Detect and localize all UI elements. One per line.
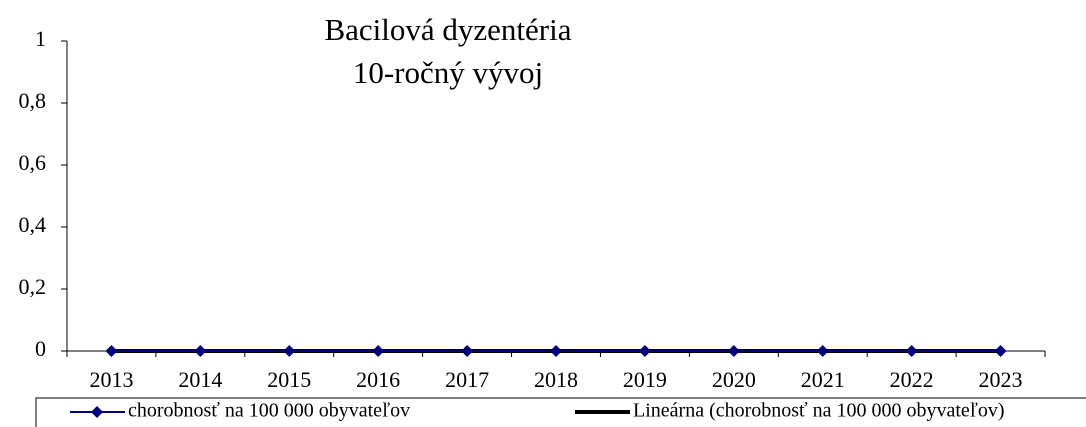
legend-label: chorobnosť na 100 000 obyvateľov xyxy=(128,400,410,422)
y-tick-label: 0,4 xyxy=(19,212,47,237)
x-tick-label: 2020 xyxy=(712,367,756,392)
x-tick-label: 2015 xyxy=(267,367,311,392)
point-marker xyxy=(283,345,296,357)
x-tick-label: 2017 xyxy=(445,367,489,392)
x-tick-label: 2021 xyxy=(801,367,845,392)
legend-frame xyxy=(35,397,1086,427)
x-tick-label: 2023 xyxy=(979,367,1023,392)
point-marker xyxy=(727,345,740,357)
y-tick-label: 0,6 xyxy=(19,150,47,175)
y-tick-label: 0,8 xyxy=(19,88,47,113)
point-marker xyxy=(372,345,385,357)
y-tick-label: 0,2 xyxy=(19,274,47,299)
chart-title: Bacilová dyzentéria xyxy=(324,12,571,47)
point-marker xyxy=(194,345,207,357)
point-marker xyxy=(461,345,474,357)
x-tick-label: 2013 xyxy=(89,367,133,392)
point-marker xyxy=(816,345,829,357)
chart-title: 10-ročný vývoj xyxy=(353,55,543,90)
legend-marker xyxy=(91,406,103,418)
point-marker xyxy=(994,345,1007,357)
x-tick-label: 2014 xyxy=(178,367,222,392)
point-marker xyxy=(105,345,118,357)
y-tick-label: 0 xyxy=(35,336,46,361)
x-tick-label: 2019 xyxy=(623,367,667,392)
point-marker xyxy=(905,345,918,357)
legend-label: Lineárna (chorobnosť na 100 000 obyvateľ… xyxy=(633,400,1005,422)
x-tick-label: 2022 xyxy=(890,367,934,392)
x-tick-label: 2018 xyxy=(534,367,578,392)
y-tick-label: 1 xyxy=(35,26,46,51)
point-marker xyxy=(550,345,562,357)
x-tick-label: 2016 xyxy=(356,367,400,392)
point-marker xyxy=(638,345,651,357)
